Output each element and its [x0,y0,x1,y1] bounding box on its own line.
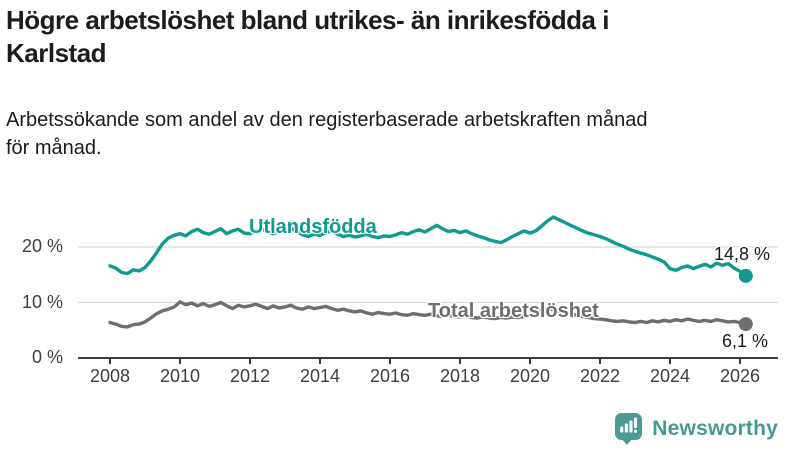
series-label-total-arbetsloshet: Total arbetslöshet [428,300,599,322]
x-axis-tick-label: 2022 [579,366,621,386]
x-axis-tick-label: 2008 [89,366,131,386]
x-axis-tick-label: 2016 [369,366,411,386]
x-axis-labels: 2008 2010 2012 2014 2016 2018 2020 2022 2024 2026 [0,366,800,388]
y-axis-tick-label: 10 % [21,291,63,312]
x-axis-tick-label: 2026 [719,366,761,386]
y-axis-tick-label: 0 % [31,347,63,367]
newsworthy-bubble-chart-icon [615,413,643,445]
x-axis-tick-label: 2020 [509,366,551,386]
y-axis-labels: 0 % 10 % 20 % [0,0,70,400]
chart-subtitle: Arbetssökande som andel av den registerb… [6,106,794,162]
newsworthy-wordmark: Newsworthy [652,416,778,440]
end-value-label-total: 6,1 % [722,331,769,351]
series-label-utlandsfodda: Utlandsfödda [249,216,377,238]
subtitle-line-2: för månad. [6,137,102,159]
x-axis-tick-label: 2018 [439,366,481,386]
x-axis-tick-label: 2010 [159,366,201,386]
page-title: Högre arbetslöshet bland utrikes- än inr… [6,4,794,70]
newsworthy-logo[interactable]: Newsworthy [614,412,778,445]
title-line-2: Karlstad [6,38,107,68]
title-line-1: Högre arbetslöshet bland utrikes- än inr… [6,5,609,35]
x-axis-tick-label: 2014 [299,366,341,386]
subtitle-line-1: Arbetssökande som andel av den registerb… [6,109,648,131]
y-axis-tick-label: 20 % [21,236,63,256]
end-value-label-utlandsfodda: 14,8 % [714,244,771,264]
x-axis-tick-label: 2024 [649,366,691,386]
x-axis-tick-label: 2012 [229,366,271,386]
